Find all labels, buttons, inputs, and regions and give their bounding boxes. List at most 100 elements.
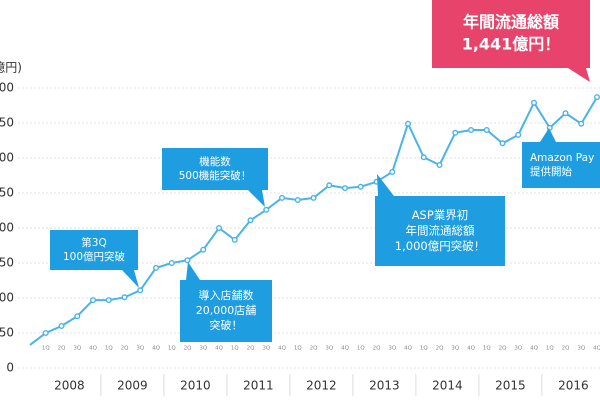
marker	[105, 297, 112, 304]
x-tick-label: 2Q	[121, 346, 129, 352]
x-tick-label: 3Q	[388, 346, 396, 352]
callout-pointer	[568, 68, 590, 82]
x-tick-label: 2Q	[58, 346, 66, 352]
line	[29, 96, 598, 346]
x-tick-label: 4Q	[530, 346, 538, 352]
x-tick-label: 4Q	[341, 346, 349, 352]
callout-text: 100億円突破	[63, 250, 126, 263]
marker	[420, 154, 427, 161]
marker	[279, 194, 286, 201]
x-tick-label: 2Q	[184, 346, 192, 352]
x-tick-label: 1Q	[420, 346, 428, 352]
marker	[58, 323, 65, 330]
y-tick-label: 350	[0, 116, 14, 130]
y-tick-label: 50	[0, 326, 14, 340]
x-tick-label: 4Q	[278, 346, 286, 352]
callout-text: 突破！	[210, 318, 243, 332]
x-tick-label: 3Q	[451, 346, 459, 352]
marker	[247, 217, 254, 224]
callout-box	[50, 230, 138, 270]
marker	[326, 182, 333, 189]
year-label: 2014	[432, 379, 463, 393]
year-label: 2008	[54, 379, 85, 393]
year-label: 2009	[117, 379, 148, 393]
marker	[231, 236, 238, 243]
x-tick-label: 1Q	[105, 346, 113, 352]
callout-pointer	[540, 128, 556, 142]
x-tick-label: 2Q	[436, 346, 444, 352]
marker	[389, 168, 396, 175]
marker	[578, 120, 585, 127]
year-label: 2010	[180, 379, 211, 393]
marker	[436, 161, 443, 168]
x-tick-label: 3Q	[199, 346, 207, 352]
callout-pointer	[122, 270, 139, 288]
marker	[468, 126, 475, 133]
x-tick-label: 2Q	[310, 346, 318, 352]
marker	[310, 194, 317, 201]
marker	[483, 126, 490, 133]
x-tick-label: 1Q	[357, 346, 365, 352]
x-tick-label: 3Q	[136, 346, 144, 352]
callout-pointer	[186, 262, 200, 280]
marker	[531, 99, 538, 106]
year-label: 2015	[495, 379, 526, 393]
marker	[200, 246, 207, 253]
y-tick-label: 100	[0, 291, 14, 305]
callout-text: 機能数	[199, 155, 231, 168]
x-tick-label: 3Q	[325, 346, 333, 352]
callout-text: 第3Q	[81, 236, 106, 249]
callout-box	[162, 148, 268, 190]
x-tick-label: 1Q	[546, 346, 554, 352]
year-label: 2013	[369, 379, 400, 393]
y-tick-label: 300	[0, 151, 14, 165]
x-tick-label: 2Q	[373, 346, 381, 352]
x-tick-label: 4Q	[215, 346, 223, 352]
marker	[74, 313, 81, 320]
marker	[89, 297, 96, 304]
x-tick-label: 4Q	[404, 346, 412, 352]
marker	[594, 94, 600, 101]
callout-text: 500機能突破！	[179, 169, 252, 182]
callout-text: 年間流通総額	[406, 224, 475, 238]
marker	[452, 129, 459, 136]
x-tick-label: 3Q	[73, 346, 81, 352]
callout-box	[432, 0, 590, 68]
callout-box	[522, 142, 600, 188]
marker	[342, 185, 349, 192]
x-tick-label: 1Q	[42, 346, 50, 352]
x-tick-label: 1Q	[294, 346, 302, 352]
marker	[121, 294, 128, 301]
year-label: 2012	[306, 379, 337, 393]
y-tick-label: 250	[0, 186, 14, 200]
marker	[184, 257, 191, 264]
marker	[294, 196, 301, 203]
y-tick-label: 400	[0, 81, 14, 95]
year-label: 2011	[243, 379, 274, 393]
x-tick-label: 2Q	[247, 346, 255, 352]
callout-box	[180, 280, 272, 342]
callout-text: 導入店舗数	[199, 288, 254, 302]
y-tick-label: 0	[6, 361, 14, 375]
y-axis-label: (億円)	[0, 61, 22, 75]
x-tick-label: 4Q	[152, 346, 160, 352]
callout-text: 提供開始	[530, 165, 572, 178]
y-tick-label: 150	[0, 256, 14, 270]
marker	[515, 131, 522, 138]
callout-pointer	[248, 190, 265, 207]
x-tick-label: 2Q	[499, 346, 507, 352]
x-tick-label: 3Q	[514, 346, 522, 352]
callout-pointer	[377, 174, 394, 196]
x-tick-label: 4Q	[467, 346, 475, 352]
callout-text: 20,000店舗	[196, 303, 257, 317]
marker	[152, 264, 159, 271]
marker	[215, 224, 222, 231]
x-tick-label: 2Q	[562, 346, 570, 352]
callout-box	[375, 196, 505, 266]
marker	[562, 110, 569, 117]
x-tick-label: 1Q	[168, 346, 176, 352]
x-tick-label: 3Q	[262, 346, 270, 352]
x-tick-label: 3Q	[577, 346, 585, 352]
